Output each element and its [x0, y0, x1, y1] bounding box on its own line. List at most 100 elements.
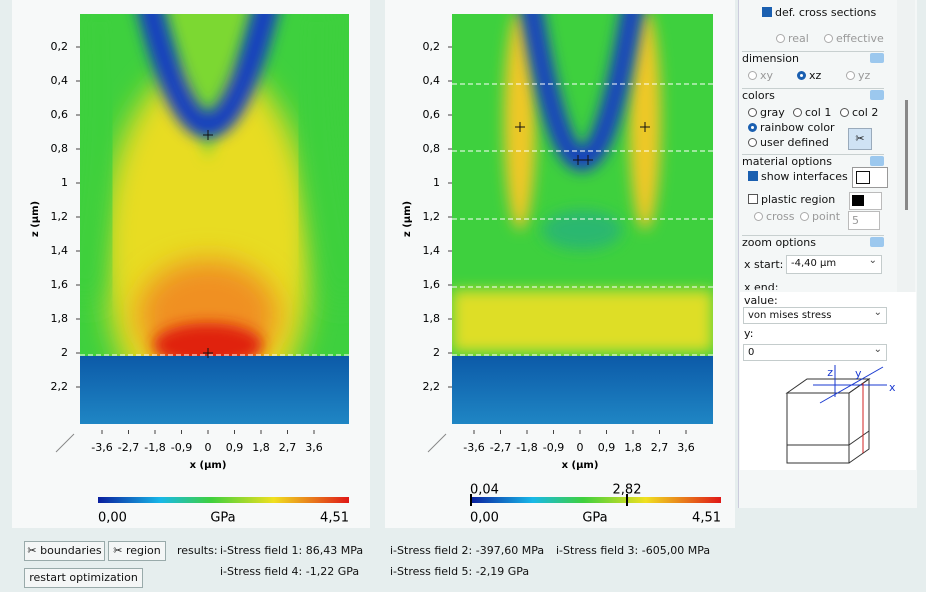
region-button[interactable]: ✂ region — [108, 541, 166, 561]
label: y: — [744, 327, 754, 340]
x-tick-label: -3,6 — [463, 441, 484, 454]
label: cross — [766, 210, 795, 223]
label: gray — [760, 106, 785, 119]
cross-sections-checkbox[interactable]: def. cross sections — [762, 6, 876, 19]
x-tick-label: -2,7 — [490, 441, 511, 454]
radio-col2[interactable]: col 2 — [840, 106, 878, 119]
colorbar-unit: GPa — [210, 511, 235, 526]
radio-cross[interactable]: cross — [754, 210, 795, 223]
label: col 2 — [852, 106, 879, 119]
results-label: results: — [177, 544, 218, 557]
label: material options — [742, 155, 832, 168]
radio-rainbow[interactable]: rainbow color — [748, 121, 835, 134]
range-low: 0,04 — [470, 483, 499, 498]
x-axis-label: x (µm) — [562, 460, 599, 471]
plots: 0,2 0,4 0,6 0,8 1 1,2 1,4 1,6 1,8 2 2,2 -3,6 -2,7 -1,… — [30, 14, 721, 526]
radio-effective[interactable]: effective — [824, 32, 884, 45]
spinbox[interactable]: 5 — [848, 211, 880, 230]
heatmap-left — [80, 14, 349, 424]
y-tick-label: 1,4 — [51, 244, 69, 257]
section-header[interactable]: zoom options — [742, 235, 884, 250]
y-tick-label: 0,4 — [423, 74, 441, 87]
value: von mises stress — [748, 310, 832, 321]
result-item: i-Stress field 3: -605,00 MPa — [556, 544, 711, 557]
value: 5 — [852, 214, 859, 227]
section-header[interactable]: colors — [742, 88, 884, 103]
axis-label: z — [827, 366, 833, 379]
label: restart optimization — [29, 571, 138, 584]
range-high: 2,82 — [613, 483, 642, 498]
y-tick-label: 0,6 — [51, 108, 69, 121]
x-tick-label: 1,8 — [624, 441, 642, 454]
x-tick-label: 1,8 — [252, 441, 270, 454]
radio-col1[interactable]: col 1 — [793, 106, 831, 119]
axis-label: x — [889, 381, 896, 394]
label: rainbow color — [760, 121, 835, 134]
plastic-region-checkbox[interactable]: plastic region — [748, 193, 835, 206]
x-axis-label: x (µm) — [190, 460, 227, 471]
radio-point[interactable]: point — [800, 210, 840, 223]
y-tick-label: 1 — [433, 176, 440, 189]
label: col 1 — [805, 106, 832, 119]
colorbar — [98, 497, 349, 503]
y-tick-label: 0,8 — [423, 142, 441, 155]
label: yz — [858, 69, 871, 82]
y-tick-label: 1,8 — [423, 312, 441, 325]
x-tick-label: 3,6 — [305, 441, 323, 454]
value-dropdown[interactable]: von mises stress — [743, 305, 887, 324]
label: region — [125, 544, 161, 557]
x-tick-label: -0,9 — [543, 441, 564, 454]
y-tick-label: 1,4 — [423, 244, 441, 257]
scrollbar[interactable] — [897, 0, 915, 292]
colorbar-unit: GPa — [582, 511, 607, 526]
label: point — [812, 210, 841, 223]
radio-gray[interactable]: gray — [748, 106, 785, 119]
label: effective — [836, 32, 884, 45]
radio-xz[interactable]: xz — [797, 69, 821, 82]
y-tick-label: 2 — [433, 346, 440, 359]
label: dimension — [742, 52, 799, 65]
y-tick-label: 1,2 — [51, 210, 69, 223]
show-interfaces-checkbox[interactable]: show interfaces — [748, 170, 848, 183]
x-tick-label: -1,8 — [516, 441, 537, 454]
boundaries-button[interactable]: ✂ boundaries — [24, 541, 105, 561]
y-dropdown[interactable]: 0 — [743, 342, 887, 361]
corner-line — [427, 433, 447, 453]
x-tick-label: -2,7 — [118, 441, 139, 454]
section-header[interactable]: material options — [742, 154, 884, 169]
result-item: i-Stress field 4: -1,22 GPa — [220, 565, 360, 578]
interface-color-button[interactable] — [852, 167, 888, 188]
label: show interfaces — [761, 170, 848, 183]
x-tick-label: -3,6 — [91, 441, 112, 454]
x-tick-label: 2,7 — [279, 441, 297, 454]
plastic-color-button[interactable] — [849, 192, 882, 210]
x-tick-label: 0 — [205, 441, 212, 454]
value: 0 — [748, 347, 755, 358]
radio-real[interactable]: real — [776, 32, 809, 45]
y-tick-label: 2 — [61, 346, 68, 359]
radio-user[interactable]: user defined — [748, 136, 829, 149]
label: boundaries — [40, 544, 102, 557]
result-item: i-Stress field 1: 86,43 MPa — [220, 544, 364, 557]
label: xz — [809, 69, 822, 82]
colorbar-max: 4,51 — [692, 511, 721, 526]
colorbar — [470, 497, 721, 503]
radio-xy[interactable]: xy — [748, 69, 773, 82]
label: real — [788, 32, 809, 45]
x-tick-label: -1,8 — [144, 441, 165, 454]
y-tick-label: 0,8 — [51, 142, 69, 155]
y-tick-label: 1,6 — [423, 278, 441, 291]
x-tick-label: 0,9 — [226, 441, 244, 454]
radio-yz[interactable]: yz — [846, 69, 870, 82]
label: xy — [760, 69, 774, 82]
cube-diagram: z y x — [785, 365, 896, 464]
section-header[interactable]: dimension — [742, 51, 884, 66]
y-tick-label: 2,2 — [423, 380, 441, 393]
color-edit-button[interactable]: ✂ — [848, 128, 872, 150]
label: colors — [742, 89, 775, 102]
y-tick-label: 0,6 — [423, 108, 441, 121]
x-start-dropdown[interactable]: -4,40 µm — [786, 253, 882, 274]
corner-line — [55, 433, 75, 453]
restart-button[interactable]: restart optimization — [24, 568, 143, 588]
